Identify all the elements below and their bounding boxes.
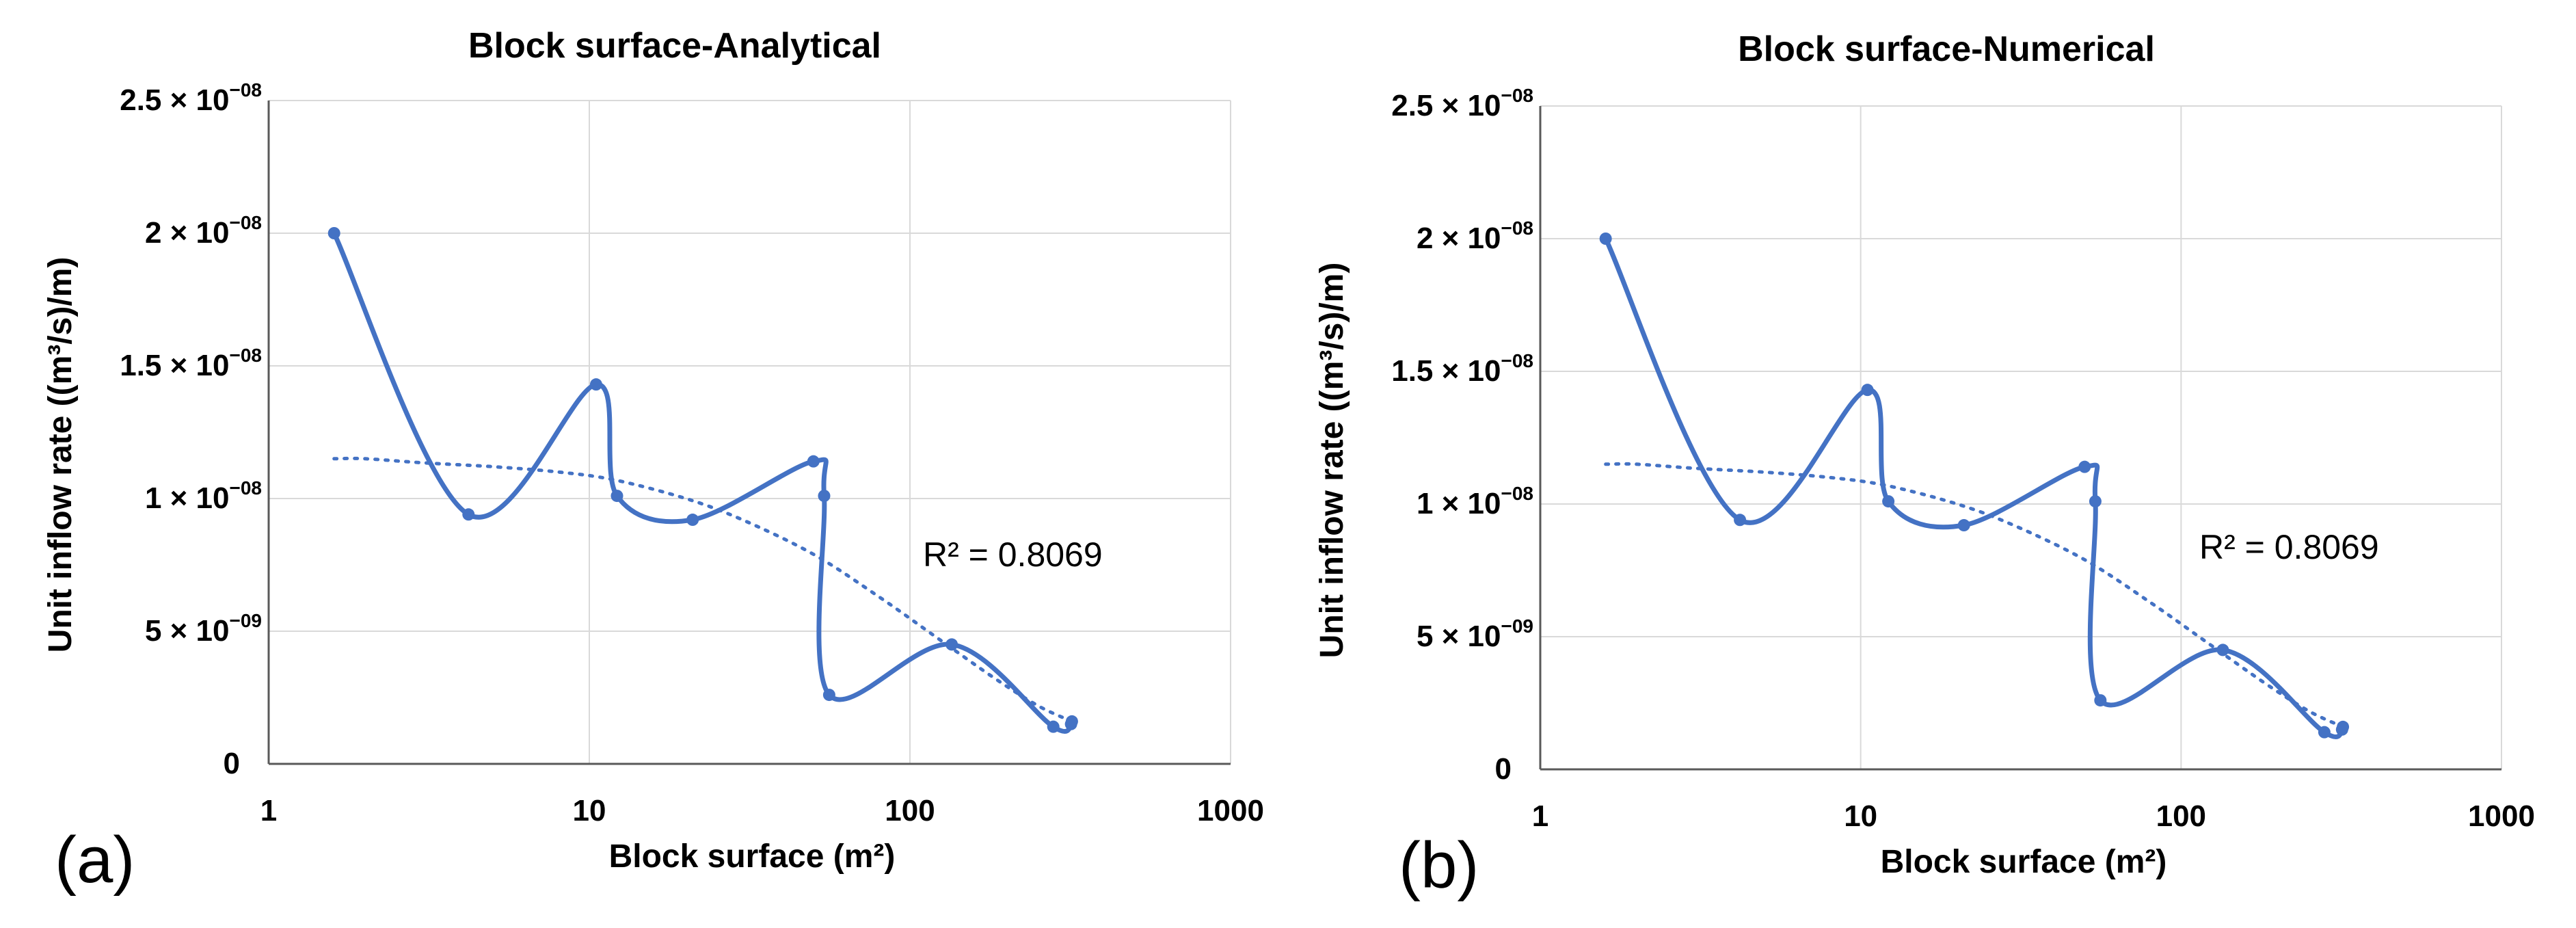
y-tick-exponent: −08 — [230, 212, 263, 233]
series-line — [1603, 236, 2347, 739]
chart-title: Block surface-Numerical — [1738, 29, 2155, 69]
series-points — [1599, 233, 2350, 739]
data-point — [1957, 519, 1970, 532]
y-tick-label: 1 × 10−08 — [145, 477, 262, 515]
data-point — [945, 638, 958, 651]
y-tick-label: 5 × 10−09 — [1417, 615, 1533, 653]
y-tick-label: 2.5 × 10−08 — [1391, 85, 1533, 122]
x-tick-label: 1 — [1532, 799, 1548, 833]
data-point — [2094, 694, 2107, 707]
x-tick-label: 10 — [573, 794, 606, 827]
data-point — [1882, 495, 1895, 508]
y-tick-label: 0 — [1495, 752, 1512, 786]
chart-panel-a: Block surface-Analytical Block surface (… — [42, 26, 1264, 897]
x-axis-title: Block surface (m²) — [609, 838, 896, 875]
x-tick-label: 100 — [2156, 799, 2206, 833]
y-tick-label: 2 × 10−08 — [1417, 217, 1533, 255]
panel-label: (a) — [55, 823, 135, 897]
data-point — [2335, 723, 2348, 736]
r-squared-label: R² = 0.8069 — [2199, 528, 2379, 566]
data-point — [611, 490, 623, 503]
x-axis: 1 10 100 1000 — [1532, 768, 2535, 833]
y-tick-label: 1 × 10−08 — [1417, 483, 1533, 520]
data-point — [1861, 384, 1874, 397]
chart-panel-b: Block surface-Numerical Block surface (m… — [1314, 29, 2535, 902]
y-tick-label: 2.5 × 10−08 — [120, 79, 262, 117]
data-point — [1064, 717, 1077, 730]
series-points — [327, 227, 1078, 733]
chart-title: Block surface-Analytical — [468, 26, 881, 66]
data-point — [2089, 495, 2102, 508]
y-axis: 0 5 × 10−09 1 × 10−08 1.5 × 10−08 2 × 10−08 2… — [120, 79, 270, 780]
trendline — [332, 456, 1074, 724]
x-tick-label: 1000 — [1197, 794, 1264, 827]
x-tick-label: 1000 — [2468, 799, 2535, 833]
y-axis: 0 5 × 10−09 1 × 10−08 1.5 × 10−08 2 × 10−08 2… — [1391, 85, 1542, 786]
y-axis-title: Unit inflow rate ((m³/s)/m) — [42, 257, 79, 653]
data-point — [1734, 514, 1747, 527]
y-tick-label: 1.5 × 10−08 — [120, 345, 262, 382]
data-point — [2216, 644, 2229, 657]
y-tick-exponent: −08 — [1501, 483, 1534, 504]
data-point — [589, 378, 602, 391]
gridlines — [269, 100, 1231, 764]
x-tick-label: 1 — [260, 794, 277, 827]
x-tick-label: 10 — [1844, 799, 1877, 833]
x-tick-label: 100 — [885, 794, 935, 827]
data-point — [1599, 233, 1612, 245]
y-tick-exponent: −09 — [1501, 615, 1534, 637]
y-tick-exponent: −08 — [230, 477, 263, 499]
data-point — [2318, 726, 2331, 739]
y-tick-exponent: −08 — [1501, 350, 1534, 371]
data-point — [327, 227, 340, 239]
data-point — [462, 508, 475, 521]
y-tick-label: 0 — [224, 747, 240, 780]
y-tick-exponent: −08 — [1501, 85, 1534, 106]
y-tick-label: 1.5 × 10−08 — [1391, 350, 1533, 388]
x-axis-title: Block surface (m²) — [1881, 844, 2167, 880]
data-point — [2078, 460, 2091, 473]
gridlines — [1540, 105, 2502, 769]
data-point — [686, 514, 699, 527]
y-tick-exponent: −08 — [230, 345, 263, 366]
data-point — [822, 689, 835, 702]
y-tick-exponent: −08 — [1501, 217, 1534, 239]
y-tick-label: 2 × 10−08 — [145, 212, 262, 250]
r-squared-label: R² = 0.8069 — [923, 535, 1103, 574]
x-axis: 1 10 100 1000 — [260, 763, 1264, 827]
data-point — [818, 490, 831, 503]
data-point — [807, 455, 820, 468]
y-tick-exponent: −09 — [230, 610, 263, 631]
y-axis-title: Unit inflow rate ((m³/s)/m) — [1314, 263, 1350, 659]
y-tick-exponent: −08 — [230, 79, 263, 101]
data-point — [1047, 720, 1060, 733]
y-tick-label: 5 × 10−09 — [145, 610, 262, 648]
panel-label: (b) — [1399, 829, 1479, 902]
series-line — [332, 230, 1076, 734]
